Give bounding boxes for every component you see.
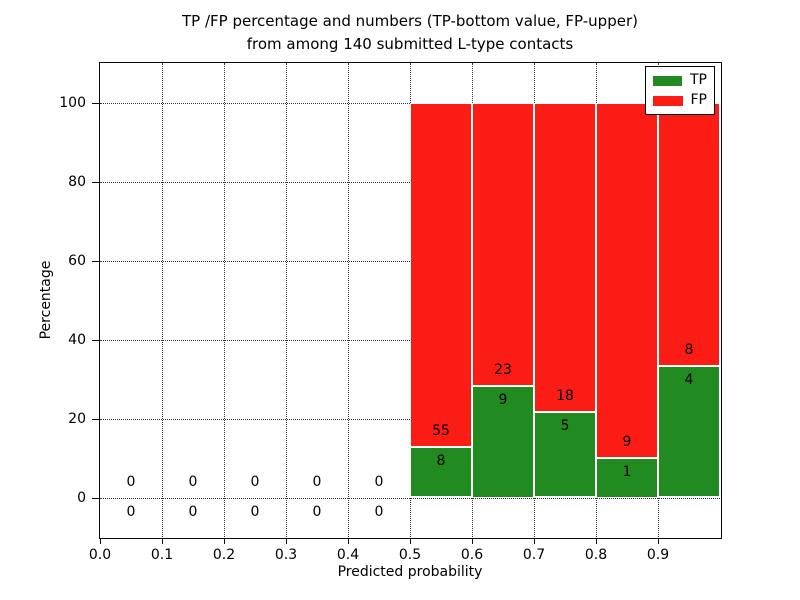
grid-line-vertical [348, 63, 349, 537]
x-tick-mark [162, 538, 163, 544]
x-axis-label: Predicted probability [337, 564, 483, 580]
x-tick-mark [410, 538, 411, 544]
y-tick-mark [92, 102, 99, 104]
y-tick-label: 40 [68, 331, 86, 348]
x-tick-label: 0.4 [336, 547, 360, 563]
x-tick-label: 0.5 [398, 547, 422, 563]
tp-count-label: 0 [312, 503, 322, 520]
fp-count-label: 23 [494, 362, 512, 379]
x-tick-label: 0.6 [460, 547, 484, 563]
tp-count-label: 0 [188, 503, 198, 520]
fp-legend-swatch [653, 95, 683, 106]
tp-count-label: 0 [374, 503, 384, 520]
x-tick-mark [224, 538, 225, 544]
x-tick-label: 0.0 [88, 547, 112, 563]
y-tick-mark [92, 181, 99, 183]
x-tick-label: 0.9 [646, 547, 670, 563]
x-tick-mark [534, 538, 535, 544]
legend-item-fp: FP [653, 93, 707, 108]
y-tick-label: 0 [77, 489, 86, 506]
chart-title: TP /FP percentage and numbers (TP-bottom… [90, 10, 730, 56]
tp-count-label: 0 [126, 503, 136, 520]
fp-bar-segment [534, 102, 596, 412]
fp-count-label: 0 [126, 473, 136, 490]
x-tick-mark [286, 538, 287, 544]
tp-legend-swatch [653, 75, 682, 86]
y-tick-label: 80 [68, 173, 86, 190]
tp-bar-segment [596, 458, 658, 498]
tp-count-label: 0 [250, 503, 260, 520]
y-tick-mark [92, 497, 99, 499]
fp-legend-label: FP [690, 92, 708, 108]
tp-count-label: 1 [622, 464, 632, 480]
grid-line-vertical [224, 63, 225, 537]
fp-count-label: 55 [432, 423, 450, 440]
y-tick-mark [92, 260, 99, 262]
legend-item-tp: TP [653, 73, 707, 88]
x-tick-label: 0.2 [212, 547, 236, 563]
fp-count-label: 9 [622, 434, 632, 450]
x-tick-mark [100, 538, 101, 544]
tp-legend-label: TP [690, 72, 707, 88]
x-tick-label: 0.8 [584, 547, 608, 563]
y-tick-label: 60 [68, 252, 86, 269]
tp-count-label: 8 [436, 453, 446, 470]
fp-bar-segment [472, 102, 534, 387]
fp-count-label: 0 [374, 473, 384, 490]
legend: TP FP [645, 66, 715, 115]
y-tick-label: 100 [59, 94, 86, 111]
chart-title-line1: TP /FP percentage and numbers (TP-bottom… [182, 12, 638, 30]
x-tick-label: 0.7 [522, 547, 546, 563]
x-tick-mark [472, 538, 473, 544]
x-tick-mark [348, 538, 349, 544]
fp-bar-segment [410, 102, 472, 448]
chart-title-line2: from among 140 submitted L-type contacts [246, 35, 574, 53]
fp-bar-segment [596, 102, 658, 458]
grid-line-horizontal [100, 497, 720, 499]
tp-count-label: 4 [684, 371, 694, 388]
grid-line-vertical [286, 63, 287, 537]
fp-count-label: 8 [684, 341, 694, 358]
fp-bar-segment [658, 102, 720, 366]
x-tick-mark [596, 538, 597, 544]
tp-count-label: 9 [498, 392, 508, 409]
y-tick-mark [92, 418, 99, 420]
tp-count-label: 5 [560, 417, 570, 434]
x-tick-mark [658, 538, 659, 544]
y-axis-label: Percentage [38, 260, 54, 340]
tp-bar-segment [534, 411, 596, 498]
grid-line-vertical [162, 63, 163, 537]
plot-area: 0 0 0 0 0 0 0 0 0 0 55 8 23 9 18 5 9 1 8 4 [98, 61, 722, 539]
y-tick-label: 20 [68, 410, 86, 427]
tp-bar-segment [658, 365, 720, 498]
x-tick-label: 0.3 [274, 547, 298, 563]
fp-count-label: 0 [250, 473, 260, 490]
y-tick-mark [92, 339, 99, 341]
fp-count-label: 18 [556, 387, 574, 404]
x-tick-label: 0.1 [150, 547, 174, 563]
tp-bar-segment [410, 447, 472, 498]
tp-bar-segment [472, 386, 534, 498]
fp-count-label: 0 [188, 473, 198, 490]
fp-count-label: 0 [312, 473, 322, 490]
